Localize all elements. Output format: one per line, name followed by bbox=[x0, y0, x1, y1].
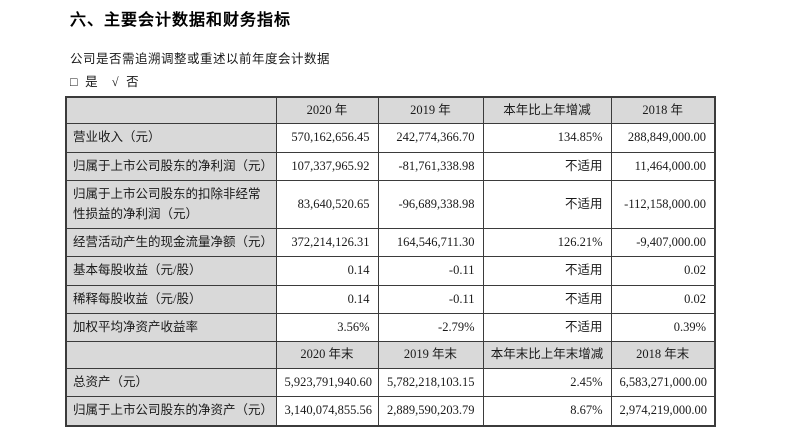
table-row-net-profit-excl-nonrecurring: 归属于上市公司股东的扣除非经常性损益的净利润（元） 83,640,520.65 … bbox=[65, 180, 716, 229]
value-change: 不适用 bbox=[482, 151, 612, 182]
table-row-net-assets: 归属于上市公司股东的净资产（元） 3,140,074,855.56 2,889,… bbox=[65, 396, 716, 426]
option-no-label: 否 bbox=[126, 75, 140, 89]
table-row-basic-eps: 基本每股收益（元/股） 0.14 -0.11 不适用 0.02 bbox=[65, 256, 716, 286]
row-label: 归属于上市公司股东的净资产（元） bbox=[65, 396, 277, 426]
value-2019: -0.11 bbox=[377, 256, 484, 286]
row-label: 归属于上市公司股东的净利润（元） bbox=[65, 151, 277, 182]
value-2018: 11,464,000.00 bbox=[610, 151, 716, 182]
eoy-header-blank bbox=[65, 341, 277, 369]
option-yes-label: 是 bbox=[85, 75, 99, 89]
annual-header-row: 2020 年 2019 年 本年比上年增减 2018 年 bbox=[65, 96, 716, 125]
value-2018: 2,974,219,000.00 bbox=[610, 396, 716, 426]
eoy-header-2019: 2019 年末 bbox=[377, 341, 484, 369]
value-2020: 570,162,656.45 bbox=[275, 123, 379, 153]
value-change: 126.21% bbox=[482, 227, 612, 258]
value-2018: -112,158,000.00 bbox=[610, 180, 716, 229]
table-row-total-assets: 总资产（元） 5,923,791,940.60 5,782,218,103.15… bbox=[65, 367, 716, 398]
value-2019: -0.11 bbox=[377, 284, 484, 315]
table-row-net-profit: 归属于上市公司股东的净利润（元） 107,337,965.92 -81,761,… bbox=[65, 151, 716, 182]
value-2020: 0.14 bbox=[275, 256, 379, 286]
value-change: 不适用 bbox=[482, 312, 612, 343]
value-2020: 372,214,126.31 bbox=[275, 227, 379, 258]
option-yes: □ 是 bbox=[70, 75, 98, 89]
value-change: 不适用 bbox=[482, 256, 612, 286]
value-2019: 5,782,218,103.15 bbox=[377, 367, 484, 398]
value-2020: 3.56% bbox=[275, 312, 379, 343]
row-label: 总资产（元） bbox=[65, 367, 277, 398]
annual-header-2019: 2019 年 bbox=[377, 96, 484, 125]
eoy-header-change: 本年末比上年末增减 bbox=[482, 341, 612, 369]
checkmark-icon: √ bbox=[111, 75, 120, 89]
value-change: 134.85% bbox=[482, 123, 612, 153]
table-row-weighted-avg-roe: 加权平均净资产收益率 3.56% -2.79% 不适用 0.39% bbox=[65, 312, 716, 343]
value-2019: 2,889,590,203.79 bbox=[377, 396, 484, 426]
annual-header-2020: 2020 年 bbox=[275, 96, 379, 125]
value-2019: -2.79% bbox=[377, 312, 484, 343]
value-2019: 164,546,711.30 bbox=[377, 227, 484, 258]
value-2018: 0.02 bbox=[610, 284, 716, 315]
annual-header-change: 本年比上年增减 bbox=[482, 96, 612, 125]
restatement-answer: □ 是 √ 否 bbox=[70, 71, 149, 90]
row-label: 营业收入（元） bbox=[65, 123, 277, 153]
annual-header-2018: 2018 年 bbox=[610, 96, 716, 125]
value-2020: 83,640,520.65 bbox=[275, 180, 379, 229]
value-2018: 0.02 bbox=[610, 256, 716, 286]
restatement-question: 公司是否需追溯调整或重述以前年度会计数据 bbox=[70, 52, 331, 66]
value-change: 不适用 bbox=[482, 180, 612, 229]
value-2020: 107,337,965.92 bbox=[275, 151, 379, 182]
value-2018: 0.39% bbox=[610, 312, 716, 343]
eoy-header-row: 2020 年末 2019 年末 本年末比上年末增减 2018 年末 bbox=[65, 341, 716, 369]
table-row-operating-cash-flow: 经营活动产生的现金流量净额（元） 372,214,126.31 164,546,… bbox=[65, 227, 716, 258]
row-label: 稀释每股收益（元/股） bbox=[65, 284, 277, 315]
row-label: 归属于上市公司股东的扣除非经常性损益的净利润（元） bbox=[65, 180, 277, 229]
value-change: 8.67% bbox=[482, 396, 612, 426]
value-2018: 288,849,000.00 bbox=[610, 123, 716, 153]
table-row-revenue: 营业收入（元） 570,162,656.45 242,774,366.70 13… bbox=[65, 123, 716, 153]
table-row-diluted-eps: 稀释每股收益（元/股） 0.14 -0.11 不适用 0.02 bbox=[65, 284, 716, 315]
value-2019: 242,774,366.70 bbox=[377, 123, 484, 153]
value-change: 不适用 bbox=[482, 284, 612, 315]
value-2020: 3,140,074,855.56 bbox=[275, 396, 379, 426]
row-label: 经营活动产生的现金流量净额（元） bbox=[65, 227, 277, 258]
value-2019: -81,761,338.98 bbox=[377, 151, 484, 182]
eoy-header-2020: 2020 年末 bbox=[275, 341, 379, 369]
section-title: 六、主要会计数据和财务指标 bbox=[70, 12, 292, 29]
option-no: √ 否 bbox=[112, 75, 139, 89]
document-page: 六、主要会计数据和财务指标 公司是否需追溯调整或重述以前年度会计数据 □ 是 √ 否… bbox=[65, 12, 716, 427]
value-2018: 6,583,271,000.00 bbox=[610, 367, 716, 398]
eoy-header-2018: 2018 年末 bbox=[610, 341, 716, 369]
value-2020: 5,923,791,940.60 bbox=[275, 367, 379, 398]
financial-indicators-table: 2020 年 2019 年 本年比上年增减 2018 年 营业收入（元） 570… bbox=[65, 96, 716, 427]
value-2018: -9,407,000.00 bbox=[610, 227, 716, 258]
checkbox-unchecked-icon: □ bbox=[70, 75, 79, 89]
row-label: 基本每股收益（元/股） bbox=[65, 256, 277, 286]
value-2020: 0.14 bbox=[275, 284, 379, 315]
value-2019: -96,689,338.98 bbox=[377, 180, 484, 229]
annual-header-blank bbox=[65, 96, 277, 125]
value-change: 2.45% bbox=[482, 367, 612, 398]
row-label: 加权平均净资产收益率 bbox=[65, 312, 277, 343]
